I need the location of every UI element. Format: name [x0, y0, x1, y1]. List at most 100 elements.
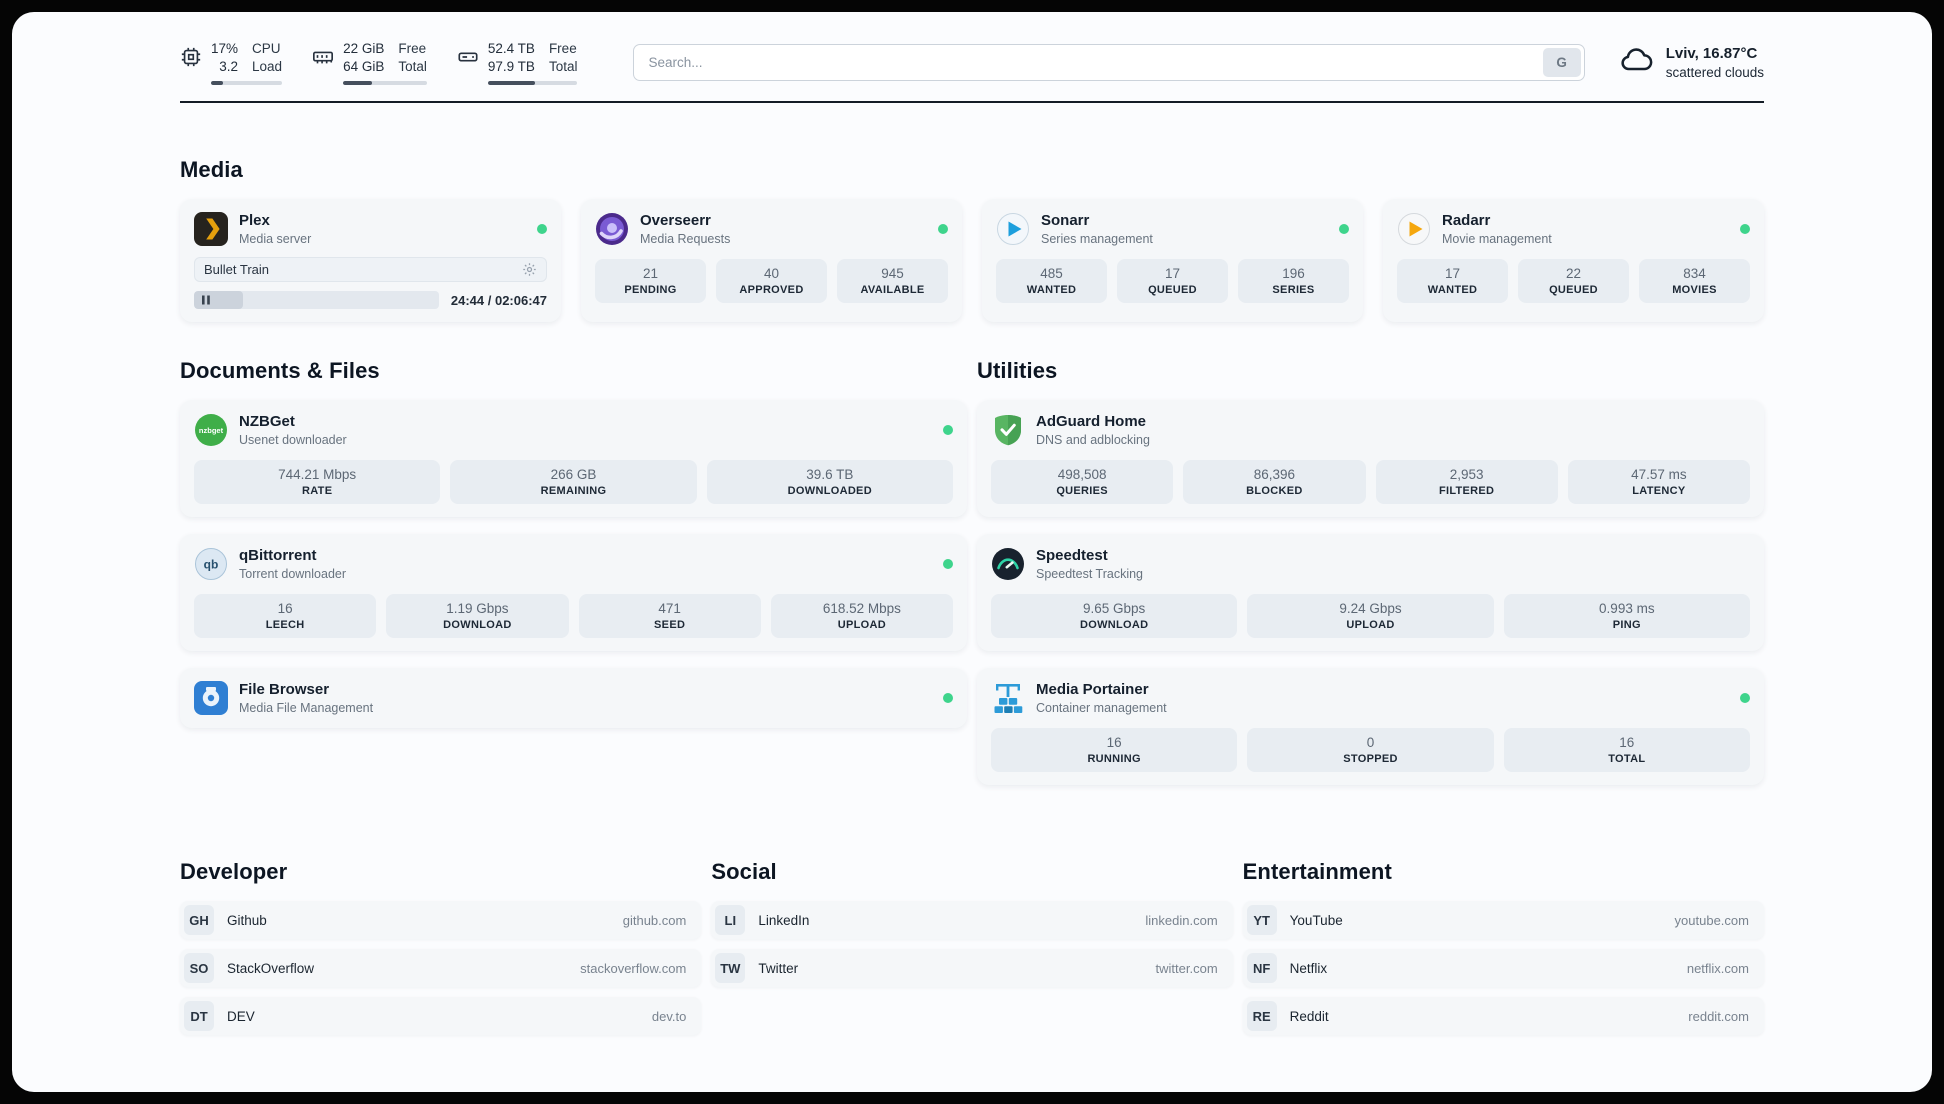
bookmark-url: github.com [622, 912, 687, 928]
header-divider [180, 101, 1764, 104]
svg-text:nzbget: nzbget [199, 426, 224, 435]
status-dot [1740, 224, 1750, 235]
bookmark-row[interactable]: SO StackOverflow stackoverflow.com [180, 949, 702, 988]
service-card-radarr[interactable]: Radarr Movie management 17 WANTED 22 QUEUED… [1383, 199, 1764, 323]
playback-progress-track[interactable] [194, 291, 439, 310]
bookmark-name: YouTube [1289, 912, 1343, 928]
gear-icon[interactable] [522, 262, 537, 277]
stat-label: RUNNING [1087, 753, 1141, 766]
weather-location-temp: Lviv, 16.87°C [1665, 45, 1758, 63]
search-engine-button[interactable]: G [1542, 48, 1581, 78]
now-playing-bar: Bullet Train [194, 257, 547, 283]
stat-label: BLOCKED [1246, 485, 1303, 498]
stat-label: STOPPED [1343, 753, 1398, 766]
stat-label: PENDING [624, 284, 677, 297]
developer-section: Developer GH Github github.com SO StackOverf… [180, 859, 702, 1036]
service-subtitle: Media File Management [239, 701, 374, 716]
stat-label: QUERIES [1056, 485, 1108, 498]
stats-row: 498,508 QUERIES 86,396 BLOCKED 2,953 FILTERED… [991, 460, 1750, 505]
stat-value: 0.993 ms [1599, 601, 1655, 617]
disk-total-label: Total [548, 59, 578, 75]
service-card-portainer[interactable]: Media Portainer Container management 16 R… [977, 668, 1764, 786]
qbittorrent-icon: qb [194, 547, 228, 581]
bookmark-abbr-badge: YT [1246, 905, 1277, 936]
stats-row: 21 PENDING 40 APPROVED 945 AVAILABLE [595, 259, 948, 304]
status-dot [943, 559, 953, 570]
service-name: Media Portainer [1036, 681, 1149, 699]
stat-label: UPLOAD [837, 619, 886, 632]
service-name: NZBGet [239, 413, 295, 431]
status-dot [537, 224, 547, 235]
dashboard-frame: 17% 3.2 CPU Load [12, 12, 1932, 1092]
bookmark-name: DEV [227, 1008, 255, 1024]
entertainment-section: Entertainment YT YouTube youtube.com NF Netf… [1242, 859, 1764, 1036]
ram-icon [312, 46, 334, 68]
bookmark-row[interactable]: TW Twitter twitter.com [711, 949, 1233, 988]
stat-value: 17 [1164, 266, 1181, 282]
stat-value: 2,953 [1449, 467, 1484, 483]
stat-box: 834 MOVIES [1639, 259, 1750, 304]
ram-free-label: Free [398, 41, 427, 56]
status-dot [1339, 224, 1349, 235]
bookmark-row[interactable]: GH Github github.com [180, 901, 702, 940]
service-card-filebrowser[interactable]: File Browser Media File Management [180, 668, 967, 729]
stat-box: 498,508 QUERIES [991, 460, 1174, 505]
documents-section: Documents & Files nzbget NZBGet Usenet d… [180, 358, 967, 785]
speedtest-icon [991, 547, 1025, 581]
search-input[interactable] [633, 44, 1585, 82]
service-card-overseerr[interactable]: Overseerr Media Requests 21 PENDING 40 APPR… [581, 199, 962, 323]
playback-progress-row: 24:44 / 02:06:47 [194, 291, 547, 310]
service-card-plex[interactable]: Plex Media server Bullet Train [180, 199, 561, 323]
stat-box: 16 TOTAL [1503, 728, 1750, 773]
ram-free-value: 22 GiB [343, 41, 385, 56]
disk-icon [457, 46, 479, 68]
cpu-load-label: Load [252, 59, 283, 75]
service-card-speedtest[interactable]: Speedtest Speedtest Tracking 9.65 Gbps DO… [977, 534, 1764, 652]
weather-condition: scattered clouds [1665, 64, 1764, 80]
stat-value: 9.65 Gbps [1083, 601, 1146, 617]
stat-value: 0 [1366, 735, 1375, 751]
stat-label: WANTED [1427, 284, 1478, 297]
social-section: Social LI LinkedIn linkedin.com TW Twitter tw… [711, 859, 1233, 1035]
bookmark-abbr-badge: RE [1246, 1001, 1277, 1032]
stat-label: SEED [654, 619, 686, 632]
stat-box: 9.65 Gbps DOWNLOAD [991, 594, 1238, 639]
bookmark-row[interactable]: YT YouTube youtube.com [1242, 901, 1764, 940]
stats-row: 9.65 Gbps DOWNLOAD 9.24 Gbps UPLOAD 0.993 ms… [991, 594, 1750, 639]
bookmark-row[interactable]: DT DEV dev.to [180, 997, 702, 1036]
cpu-clock-value: 3.2 [219, 59, 239, 75]
stat-box: 2,953 FILTERED [1375, 460, 1558, 505]
stat-box: 945 AVAILABLE [837, 259, 948, 304]
entertainment-bookmarks: YT YouTube youtube.com NF Netflix netflix.com… [1242, 901, 1764, 1036]
cpu-usage-value: 17% [211, 41, 239, 56]
ram-progress-bar [343, 81, 427, 86]
stat-value: 16 [277, 601, 293, 617]
weather-widget: Lviv, 16.87°C scattered clouds [1619, 42, 1764, 83]
bookmark-abbr-badge: DT [184, 1001, 214, 1032]
bookmark-row[interactable]: NF Netflix netflix.com [1242, 949, 1764, 988]
bookmark-name: Twitter [758, 960, 799, 976]
service-card-nzbget[interactable]: nzbget NZBGet Usenet downloader 744.21 M… [180, 400, 967, 518]
service-card-adguard[interactable]: AdGuard Home DNS and adblocking 498,508 Q… [977, 400, 1764, 518]
search-bar: G [633, 44, 1585, 82]
pause-icon[interactable] [201, 295, 211, 305]
stat-box: 9.24 Gbps UPLOAD [1247, 594, 1494, 639]
adguard-icon [991, 413, 1025, 447]
utilities-section: Utilities AdGuard Home DNS and adblockin… [977, 358, 1764, 786]
stat-value: 16 [1106, 735, 1122, 751]
playback-time: 24:44 / 02:06:47 [450, 292, 547, 308]
stat-label: DOWNLOADED [787, 485, 872, 498]
bookmark-row[interactable]: LI LinkedIn linkedin.com [711, 901, 1233, 940]
stat-value: 39.6 TB [806, 467, 854, 483]
filebrowser-icon [194, 681, 228, 716]
stat-label: QUEUED [1148, 284, 1197, 297]
service-subtitle: Container management [1036, 701, 1167, 716]
stat-label: MOVIES [1672, 284, 1717, 297]
topbar: 17% 3.2 CPU Load [180, 40, 1764, 86]
service-card-qbittorrent[interactable]: qb qBittorrent Torrent downloader 16 LEEC… [180, 534, 967, 652]
service-card-sonarr[interactable]: Sonarr Series management 485 WANTED 17 QUEU… [982, 199, 1363, 323]
now-playing-title: Bullet Train [204, 262, 270, 278]
service-subtitle: Movie management [1442, 232, 1552, 247]
stat-value: 21 [642, 266, 659, 282]
bookmark-row[interactable]: RE Reddit reddit.com [1242, 997, 1764, 1036]
